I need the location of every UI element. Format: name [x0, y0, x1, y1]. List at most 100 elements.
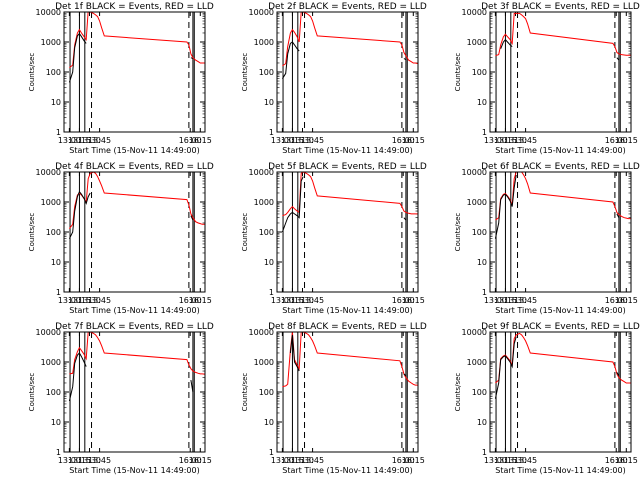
x-tick-label: 13:00	[484, 456, 507, 465]
y-tick-label: 100	[259, 388, 274, 397]
series-line-events	[616, 372, 620, 376]
x-tick-label: 13:15	[281, 136, 304, 145]
y-tick-label: 1	[269, 288, 274, 297]
y-tick-label: 10	[477, 258, 487, 267]
y-axis-label: Counts/sec	[28, 373, 36, 412]
y-tick-label: 10000	[462, 328, 487, 337]
x-tick-label: 16:15	[615, 296, 638, 305]
panel-det-5: Det 5f BLACK = Events, RED = LLD Counts/s…	[241, 162, 427, 315]
x-tick-label: 13:30	[504, 136, 527, 145]
x-tick-label: 13:30	[78, 296, 101, 305]
x-tick-label: 13:30	[78, 136, 101, 145]
x-axis-label: Start Time (15-Nov-11 14:49:00)	[69, 306, 199, 315]
panel-det-4: Det 4f BLACK = Events, RED = LLD Counts/s…	[28, 162, 214, 315]
x-tick-label: 16:00	[179, 296, 202, 305]
y-tick-label: 1000	[467, 38, 487, 47]
y-tick-label: 100	[259, 228, 274, 237]
series-line-events	[68, 32, 87, 83]
series-line-lld	[69, 332, 205, 375]
series-line-events	[616, 213, 620, 218]
series-line-lld	[495, 332, 631, 384]
y-tick-label: 1000	[254, 198, 274, 207]
y-tick-label: 1000	[41, 38, 61, 47]
series-line-lld	[69, 172, 205, 229]
y-tick-label: 10	[477, 98, 487, 107]
x-tick-label: 16:15	[615, 456, 638, 465]
y-tick-label: 10	[51, 258, 61, 267]
series-line-events	[403, 373, 407, 377]
x-tick-label: 13:00	[484, 296, 507, 305]
y-tick-label: 1	[56, 288, 61, 297]
series-line-events	[190, 215, 194, 221]
x-tick-label: 13:00	[271, 136, 294, 145]
panel-title: Det 4f BLACK = Events, RED = LLD	[55, 162, 214, 172]
x-tick-label: 13:15	[281, 296, 304, 305]
x-tick-label: 16:15	[189, 136, 212, 145]
y-tick-label: 10000	[36, 168, 61, 177]
panel-det-2: Det 2f BLACK = Events, RED = LLD Counts/s…	[241, 2, 427, 155]
x-tick-label: 13:30	[291, 296, 314, 305]
x-tick-label: 13:45	[88, 456, 111, 465]
series-line-lld	[282, 332, 418, 388]
x-tick-label: 13:45	[514, 296, 537, 305]
series-line-lld	[282, 172, 418, 217]
x-tick-label: 13:00	[58, 456, 81, 465]
x-tick-label: 13:00	[271, 296, 294, 305]
panel-det-6: Det 6f BLACK = Events, RED = LLD Counts/s…	[454, 162, 640, 315]
y-tick-label: 1000	[254, 358, 274, 367]
x-tick-label: 16:00	[605, 296, 628, 305]
panel-title: Det 5f BLACK = Events, RED = LLD	[268, 162, 427, 172]
y-tick-label: 100	[259, 68, 274, 77]
x-axis-label: Start Time (15-Nov-11 14:49:00)	[495, 306, 625, 315]
panel-title: Det 9f BLACK = Events, RED = LLD	[481, 322, 640, 332]
x-tick-label: 13:45	[301, 456, 324, 465]
x-tick-label: 13:30	[291, 456, 314, 465]
y-tick-label: 100	[472, 68, 487, 77]
x-tick-label: 16:00	[392, 136, 415, 145]
x-axis-label: Start Time (15-Nov-11 14:49:00)	[282, 306, 412, 315]
x-tick-label: 13:45	[301, 296, 324, 305]
y-axis-label: Counts/sec	[241, 53, 249, 92]
x-axis-label: Start Time (15-Nov-11 14:49:00)	[282, 466, 412, 475]
y-tick-label: 100	[472, 228, 487, 237]
panel-title: Det 1f BLACK = Events, RED = LLD	[55, 2, 214, 12]
x-tick-label: 13:30	[291, 136, 314, 145]
series-line-events	[494, 174, 517, 239]
series-line-events	[190, 57, 194, 60]
y-tick-label: 10	[264, 258, 274, 267]
x-tick-label: 13:45	[514, 136, 537, 145]
y-tick-label: 1000	[41, 198, 61, 207]
x-tick-label: 13:15	[68, 136, 91, 145]
y-axis-label: Counts/sec	[28, 53, 36, 92]
plot-frame	[489, 331, 632, 453]
y-tick-label: 1	[269, 128, 274, 137]
plot-frame	[63, 171, 206, 293]
x-tick-label: 13:30	[504, 456, 527, 465]
x-tick-label: 16:00	[392, 456, 415, 465]
y-axis-label: Counts/sec	[454, 373, 462, 412]
x-tick-label: 16:15	[402, 296, 425, 305]
y-tick-label: 10000	[249, 328, 274, 337]
series-line-events	[190, 380, 194, 393]
x-axis-label: Start Time (15-Nov-11 14:49:00)	[495, 466, 625, 475]
x-tick-label: 13:45	[88, 296, 111, 305]
y-tick-label: 10	[51, 98, 61, 107]
y-tick-label: 1	[269, 448, 274, 457]
panel-title: Det 7f BLACK = Events, RED = LLD	[55, 322, 214, 332]
series-line-events	[281, 41, 300, 79]
series-line-events	[68, 352, 87, 402]
x-tick-label: 16:00	[605, 136, 628, 145]
y-tick-label: 10	[477, 418, 487, 427]
x-axis-label: Start Time (15-Nov-11 14:49:00)	[69, 146, 199, 155]
series-line-events	[616, 57, 620, 61]
series-line-events	[289, 334, 300, 372]
y-tick-label: 100	[46, 228, 61, 237]
y-tick-label: 100	[46, 68, 61, 77]
panel-det-9: Det 9f BLACK = Events, RED = LLD Counts/s…	[454, 322, 640, 475]
y-tick-label: 1000	[254, 38, 274, 47]
y-tick-label: 1000	[41, 358, 61, 367]
series-line-lld	[282, 12, 418, 67]
x-tick-label: 13:15	[494, 296, 517, 305]
y-tick-label: 10000	[36, 8, 61, 17]
